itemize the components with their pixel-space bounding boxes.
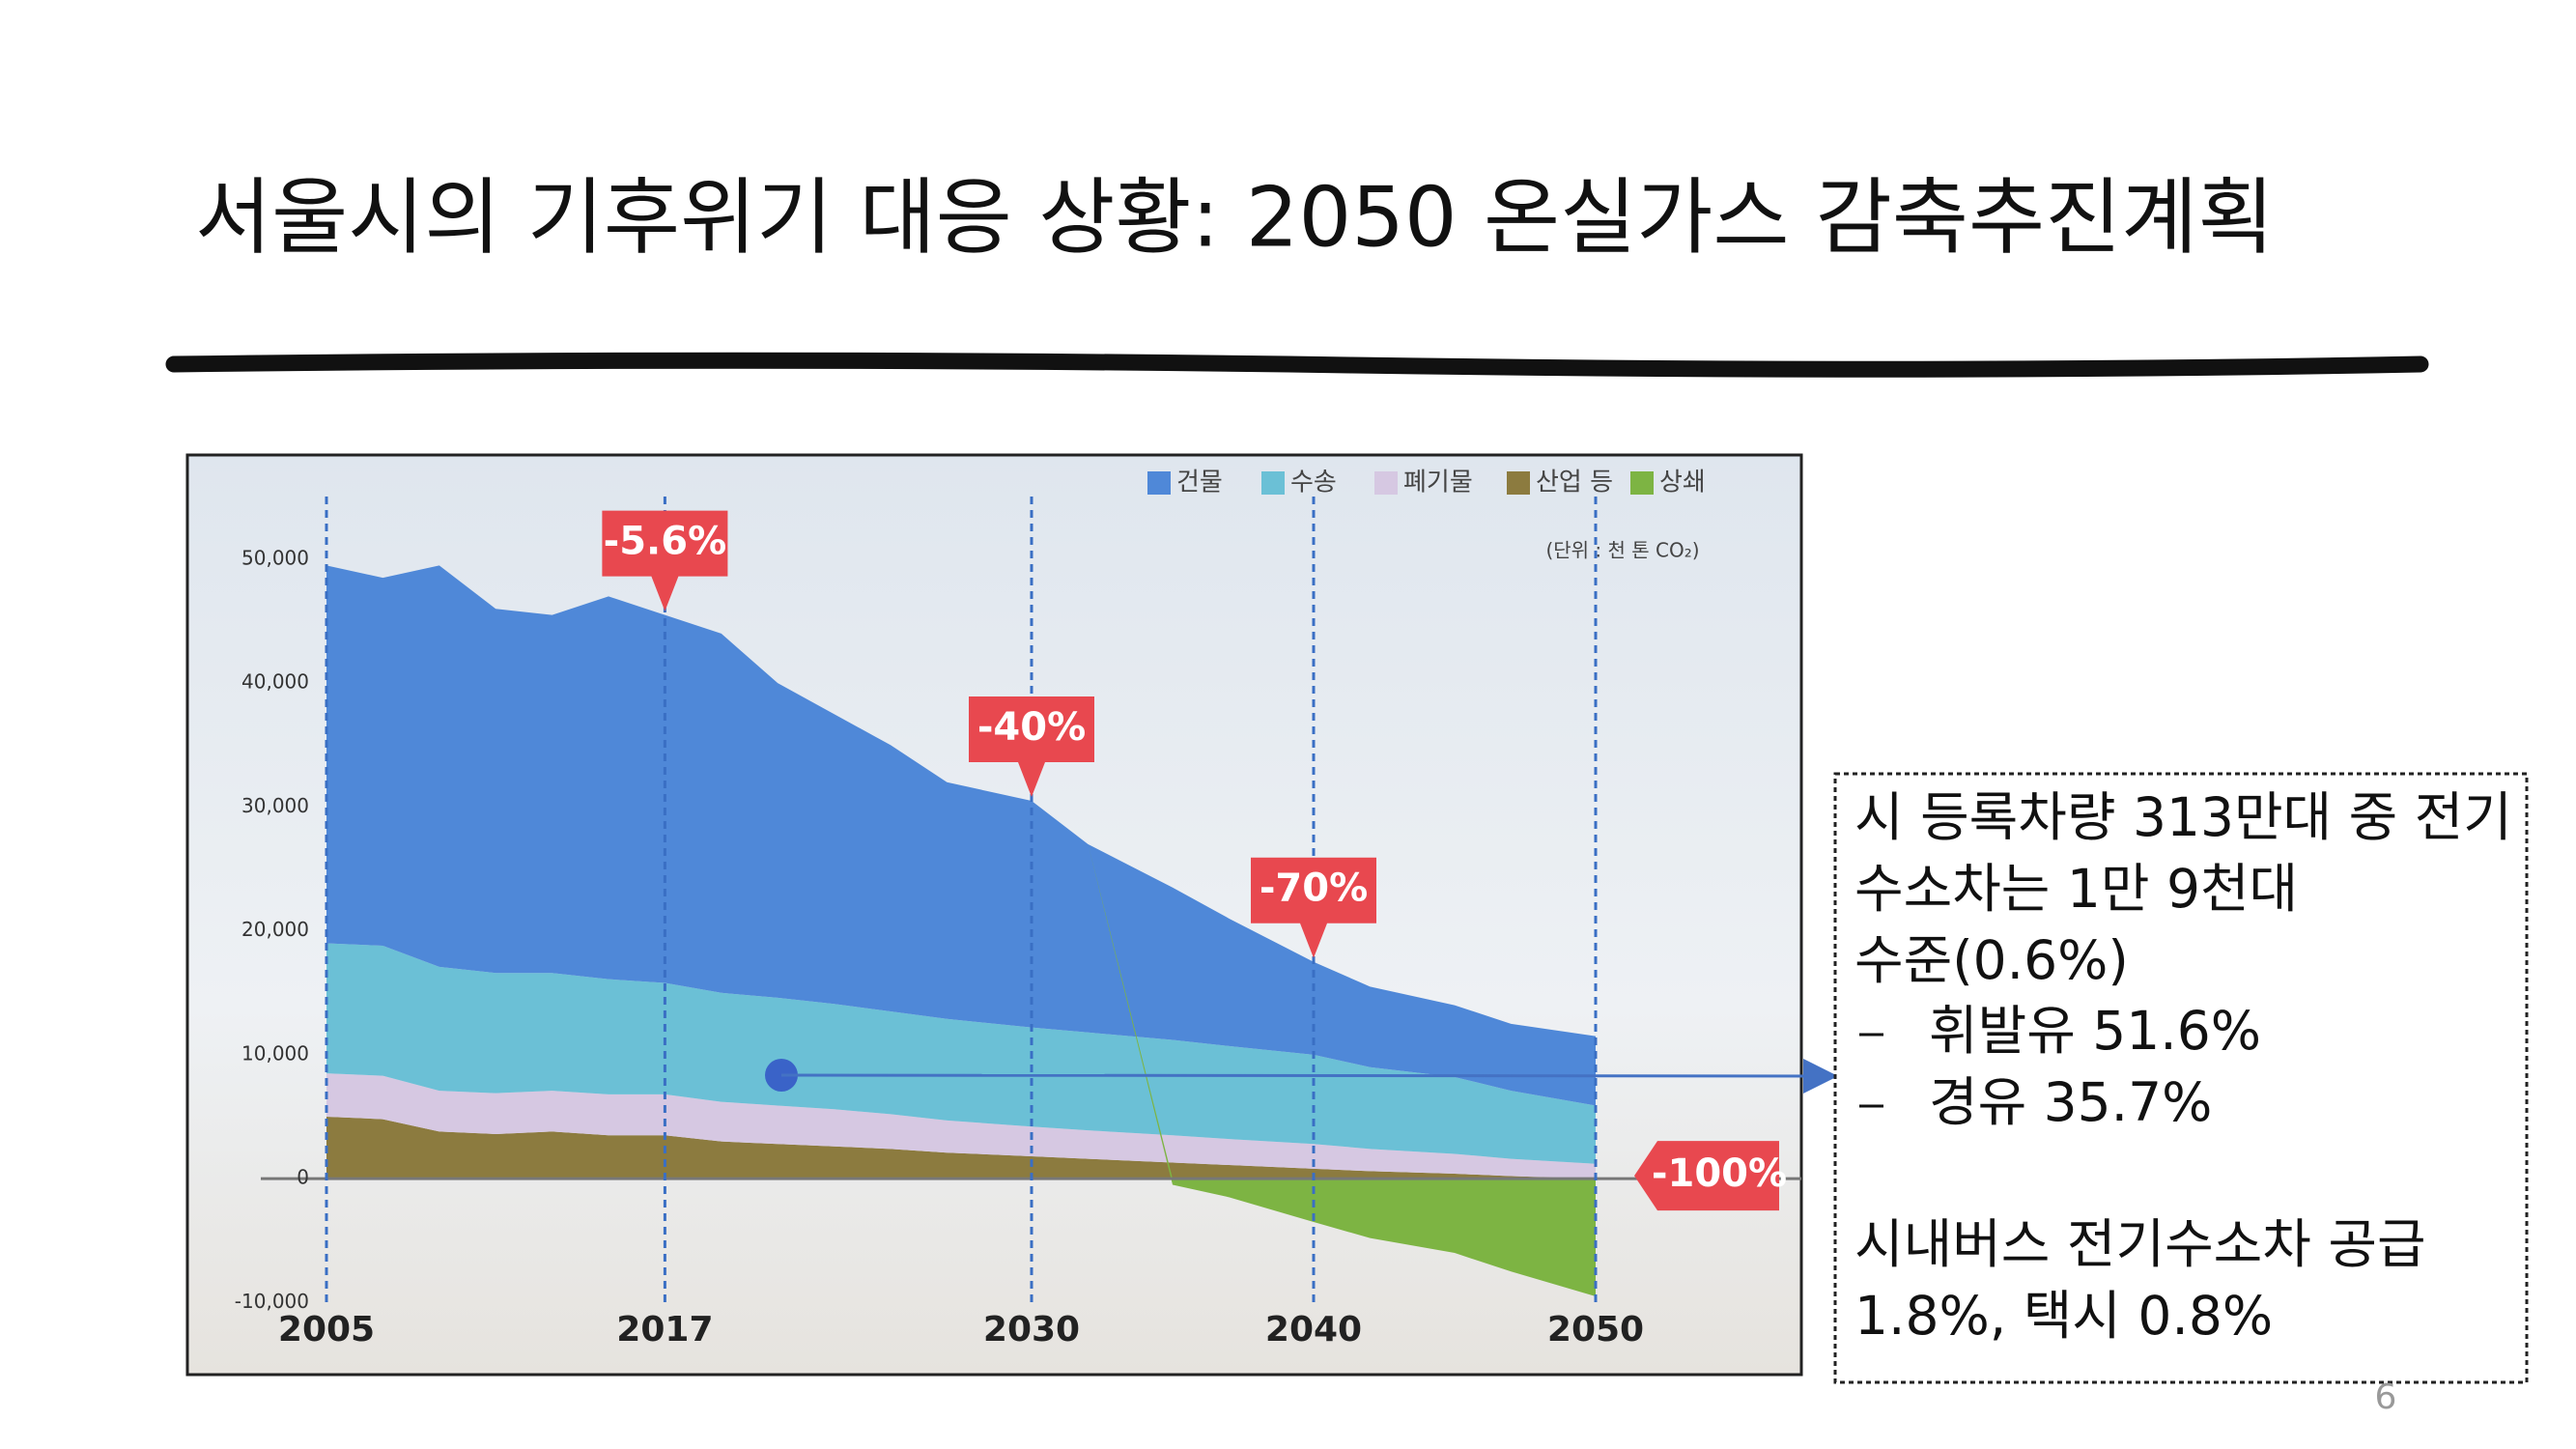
legend-swatch <box>1374 471 1398 495</box>
callout-box <box>969 696 1094 797</box>
y-tick-label: 50,000 <box>241 546 309 569</box>
area <box>326 565 1596 1106</box>
note-bullet: 휘발유 51.6% <box>1929 1000 2261 1062</box>
callout-box <box>602 510 728 611</box>
legend-label: 건물 <box>1176 469 1223 497</box>
x-tick-label: 2017 <box>616 1310 713 1350</box>
area <box>326 1117 1596 1179</box>
x-tick-label: 2030 <box>983 1310 1080 1350</box>
callout-label: -40% <box>977 705 1086 750</box>
slide-title: 서울시의 기후위기 대응 상황: 2050 온실가스 감축추진계획 <box>195 169 2275 266</box>
y-tick-label: 20,000 <box>241 918 309 941</box>
legend-label: 폐기물 <box>1403 469 1473 497</box>
callout-box <box>1251 857 1376 958</box>
note-line: 수준(0.6%) <box>1854 929 2129 991</box>
chart: 50,00040,00030,00020,00010,0000-10,00020… <box>235 469 1801 1350</box>
note-box <box>1833 772 2529 1384</box>
legend-swatch <box>1507 471 1530 495</box>
legend-label: 산업 등 <box>1536 469 1613 497</box>
callout-label: -100% <box>1652 1151 1787 1196</box>
callout-box <box>1634 1141 1779 1211</box>
legend-swatch <box>1147 471 1171 495</box>
area <box>326 1073 1596 1179</box>
pointer-arrow <box>780 1058 1838 1094</box>
title-rule <box>165 352 2429 378</box>
y-tick-label: 0 <box>297 1166 309 1189</box>
area <box>326 565 1596 1296</box>
y-tick-label: -10,000 <box>235 1290 309 1313</box>
note-text: 시 등록차량 313만대 중 전기 수소차는 1만 9천대 수준(0.6%) 휘… <box>1854 786 2512 1347</box>
note-bullet: 경유 35.7% <box>1929 1071 2212 1133</box>
y-tick-label: 10,000 <box>241 1041 309 1065</box>
note-line: 1.8%, 택시 0.8% <box>1854 1285 2273 1347</box>
unit-label: (단위 : 천 톤 CO₂) <box>1545 539 1699 562</box>
callout-label: -5.6% <box>604 520 727 564</box>
note-line: 수소차는 1만 9천대 <box>1854 858 2298 920</box>
x-tick-label: 2005 <box>278 1310 375 1350</box>
note-line: 시내버스 전기수소차 공급 <box>1854 1213 2426 1275</box>
note-line: 시 등록차량 313만대 중 전기 <box>1854 786 2512 848</box>
page-number: 6 <box>2375 1378 2397 1417</box>
legend-swatch <box>1261 471 1285 495</box>
callout-label: -70% <box>1260 867 1368 911</box>
legend-label: 수송 <box>1290 469 1337 497</box>
legend-swatch <box>1630 471 1654 495</box>
area <box>326 943 1596 1164</box>
x-tick-label: 2050 <box>1547 1310 1644 1350</box>
legend-label: 상쇄 <box>1659 469 1706 497</box>
y-tick-label: 30,000 <box>241 794 309 817</box>
x-tick-label: 2040 <box>1265 1310 1362 1350</box>
y-tick-label: 40,000 <box>241 670 309 694</box>
